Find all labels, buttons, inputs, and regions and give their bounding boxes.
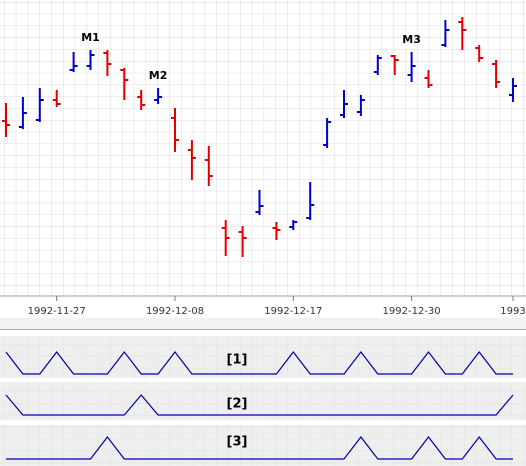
panel-title: [2] xyxy=(227,397,248,412)
annotation: M1 xyxy=(81,31,100,44)
separator xyxy=(0,318,526,330)
signal-line xyxy=(5,351,513,375)
panel-grid xyxy=(0,336,526,378)
x-tick-label: 1992-12-17 xyxy=(264,306,322,317)
x-tick-label: 1993 xyxy=(500,306,525,317)
annotation: M3 xyxy=(402,33,421,46)
panel-title: [1] xyxy=(227,353,248,368)
x-tick-label: 1992-12-08 xyxy=(146,306,204,317)
signal-line xyxy=(6,436,513,460)
signal-line xyxy=(5,394,514,416)
annotation: M2 xyxy=(149,69,168,82)
x-tick-label: 1992-11-27 xyxy=(28,306,86,317)
x-tick-label: 1992-12-30 xyxy=(383,306,441,317)
panel-title: [3] xyxy=(227,435,248,450)
panel-grid xyxy=(0,425,526,466)
plot-grid xyxy=(0,0,526,296)
panel-grid xyxy=(0,382,526,420)
